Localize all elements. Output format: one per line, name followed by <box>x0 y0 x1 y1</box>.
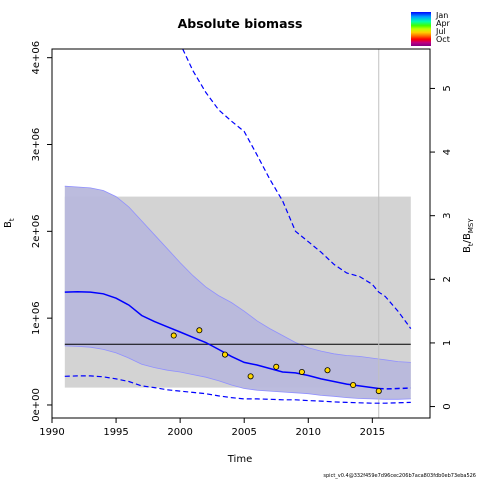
x-tick-label: 2000 <box>167 427 192 438</box>
x-tick-label: 2015 <box>360 427 385 438</box>
series-ci-upper <box>182 49 412 329</box>
observation-point <box>247 373 254 380</box>
y-tick-label-right: 0 <box>442 403 453 409</box>
y-axis-label-left: Bt <box>3 218 16 228</box>
biomass-ci-band-upper-edge <box>64 185 411 363</box>
plot-frame <box>51 48 431 419</box>
observation-point <box>273 363 280 370</box>
x-tick-label: 2005 <box>231 427 256 438</box>
legend-item-jan: Jan <box>436 11 449 20</box>
y-tick-label-left: 4e+06 <box>31 41 42 75</box>
x-axis-label: Time <box>227 454 253 465</box>
y-axis-label-right: Bt/BMSY <box>462 218 475 253</box>
legend-color-bar <box>411 12 431 46</box>
y-tick-label-right: 2 <box>442 276 453 282</box>
y-tick-label-right: 3 <box>442 212 453 218</box>
legend-item-oct: Oct <box>436 35 450 44</box>
plot-area <box>64 49 412 418</box>
observation-point <box>196 327 203 334</box>
observation-point <box>170 332 177 339</box>
biomass-ci-band-lower-edge <box>64 345 411 400</box>
legend-item-apr: Apr <box>436 19 450 28</box>
y-tick-label-left: 3e+06 <box>31 128 42 162</box>
x-tick-label: 2010 <box>296 427 321 438</box>
observation-point <box>375 388 382 395</box>
observation-point <box>298 368 305 375</box>
series-estimate-forecast <box>378 387 411 390</box>
y-tick-label-right: 4 <box>442 149 453 155</box>
y-tick-label-left: 1e+06 <box>31 301 42 335</box>
y-tick-label-left: 0e+00 <box>31 388 42 422</box>
chart-title: Absolute biomass <box>177 16 303 31</box>
x-tick-label: 1995 <box>103 427 128 438</box>
observation-point <box>221 351 228 358</box>
observation-point <box>324 367 331 374</box>
legend-item-jul: Jul <box>436 27 446 36</box>
y-tick-label-right: 5 <box>442 85 453 91</box>
observation-point <box>350 382 357 389</box>
footer-version: spict_v0.4@332f459e7d96cec206b7aca803fdb… <box>323 473 476 479</box>
series-ci-lower <box>64 375 411 404</box>
x-tick-label: 1990 <box>39 427 64 438</box>
y-tick-label-right: 1 <box>442 340 453 346</box>
biomass-ci-band <box>64 186 411 400</box>
y-tick-label-left: 2e+06 <box>31 215 42 249</box>
